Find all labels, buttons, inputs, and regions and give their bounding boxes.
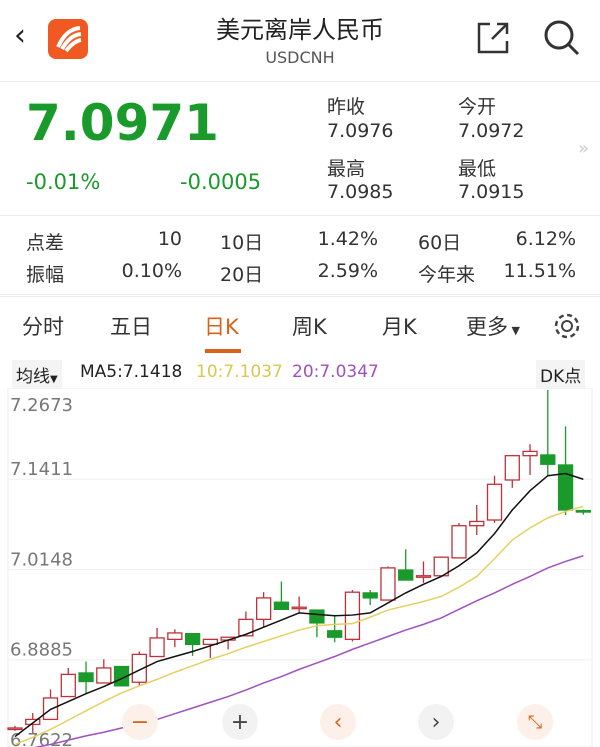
divider bbox=[0, 294, 600, 295]
ma-selector[interactable]: 均线▼ bbox=[12, 360, 62, 389]
candle-body bbox=[25, 718, 41, 726]
candle-body bbox=[149, 637, 165, 658]
candle-body bbox=[327, 630, 343, 638]
zoom-out-button[interactable]: − bbox=[122, 704, 158, 740]
chevron-right-icon: › bbox=[431, 709, 441, 735]
candle-body bbox=[78, 672, 94, 683]
candle-body bbox=[504, 455, 520, 481]
scroll-right-button[interactable]: › bbox=[418, 704, 454, 740]
candle-body bbox=[131, 653, 147, 683]
share-icon[interactable] bbox=[476, 20, 512, 56]
dropdown-icon: ▼ bbox=[508, 324, 520, 337]
ma10-value: 10:7.1037 bbox=[196, 362, 283, 382]
candle-body bbox=[309, 609, 325, 624]
candle-body bbox=[380, 567, 396, 601]
stat-value: 6.12% bbox=[515, 228, 576, 250]
open-value: 7.0972 bbox=[458, 120, 525, 142]
candle-body bbox=[96, 667, 112, 684]
high-label: 最高 bbox=[327, 158, 366, 180]
stat-label: 20日 bbox=[220, 264, 264, 286]
divider bbox=[0, 215, 600, 216]
tab-more-label: 更多 bbox=[466, 315, 508, 339]
candle-body bbox=[7, 727, 23, 731]
tab-daily-k[interactable]: 日K bbox=[204, 315, 239, 339]
symbol-code: USDCNH bbox=[265, 48, 335, 67]
gear-icon[interactable] bbox=[552, 311, 582, 341]
open-label: 今开 bbox=[458, 96, 497, 118]
stat-value: 11.51% bbox=[503, 260, 576, 282]
plus-icon: + bbox=[230, 709, 250, 735]
y-tick-label: 7.0148 bbox=[10, 549, 73, 570]
stat-value: 0.10% bbox=[121, 260, 182, 282]
candle-body bbox=[291, 606, 307, 610]
change-value: -0.0005 bbox=[180, 170, 262, 194]
candle-body bbox=[362, 592, 378, 599]
page-title: 美元离岸人民币 bbox=[216, 16, 384, 44]
prev-close-label: 昨收 bbox=[327, 96, 366, 118]
candle-body bbox=[540, 454, 556, 465]
low-value: 7.0915 bbox=[458, 181, 525, 203]
chart-frame bbox=[7, 388, 593, 747]
current-price: 7.0971 bbox=[26, 94, 219, 152]
stat-label: 今年来 bbox=[418, 264, 476, 286]
stat-label: 点差 bbox=[26, 232, 65, 254]
high-value: 7.0985 bbox=[327, 181, 394, 203]
ma20-line bbox=[33, 555, 584, 747]
candle-body bbox=[60, 673, 76, 698]
tab-monthly-k[interactable]: 月K bbox=[382, 315, 417, 339]
chevron-left-icon: ‹ bbox=[333, 709, 343, 735]
candle-body bbox=[398, 569, 414, 581]
stat-value: 2.59% bbox=[317, 260, 378, 282]
y-tick-label: 7.2673 bbox=[10, 395, 73, 416]
low-label: 最低 bbox=[458, 158, 497, 180]
stat-label: 振幅 bbox=[26, 264, 65, 286]
zoom-in-button[interactable]: + bbox=[222, 704, 258, 740]
active-tab-indicator bbox=[205, 349, 241, 353]
candle-body bbox=[255, 597, 272, 621]
stat-label: 10日 bbox=[220, 232, 264, 254]
ma5-value: MA5:7.1418 bbox=[80, 362, 183, 382]
stat-value: 1.42% bbox=[317, 228, 378, 250]
tab-weekly-k[interactable]: 周K bbox=[292, 315, 327, 339]
tab-intraday[interactable]: 分时 bbox=[22, 315, 64, 339]
y-tick-label: 7.1411 bbox=[10, 459, 73, 480]
candle-body bbox=[202, 638, 219, 646]
app-logo bbox=[48, 19, 88, 59]
header: ‹ 美元离岸人民币 USDCNH bbox=[0, 0, 600, 82]
ma-selector-label: 均线 bbox=[16, 367, 50, 387]
candle-body bbox=[184, 632, 201, 646]
back-icon[interactable]: ‹ bbox=[14, 18, 26, 53]
candle-body bbox=[486, 483, 503, 521]
candle-body bbox=[557, 464, 574, 511]
dropdown-icon: ▼ bbox=[50, 374, 58, 385]
y-tick-label: 6.8885 bbox=[10, 640, 73, 661]
ma-legend: 均线▼ MA5:7.1418 10:7.1037 20:7.0347 DK点 bbox=[0, 358, 600, 389]
prev-close-value: 7.0976 bbox=[327, 120, 394, 142]
candle-body bbox=[522, 450, 538, 457]
ma10-line bbox=[14, 505, 584, 746]
tab-more[interactable]: 更多 ▼ bbox=[466, 311, 520, 341]
more-arrow-icon[interactable]: » bbox=[578, 138, 590, 159]
stat-value: 10 bbox=[157, 228, 182, 250]
expand-icon: ⤡ bbox=[527, 711, 543, 733]
candle-body bbox=[415, 575, 432, 578]
candle-body bbox=[469, 520, 485, 527]
change-percent: -0.01% bbox=[26, 170, 101, 194]
tab-five-day[interactable]: 五日 bbox=[110, 315, 152, 339]
stat-label: 60日 bbox=[418, 232, 462, 254]
candle-body bbox=[238, 618, 254, 637]
dk-point-button[interactable]: DK点 bbox=[536, 360, 586, 389]
minus-icon: − bbox=[130, 709, 150, 735]
scroll-left-button[interactable]: ‹ bbox=[320, 704, 356, 740]
candle-body bbox=[273, 601, 290, 610]
search-icon[interactable] bbox=[542, 18, 582, 58]
candle-body bbox=[575, 509, 591, 513]
ma20-value: 20:7.0347 bbox=[292, 362, 379, 382]
fullscreen-button[interactable]: ⤡ bbox=[517, 704, 553, 740]
period-tabs: 分时 五日 日K 周K 月K 更多 ▼ bbox=[0, 296, 600, 354]
candle-body bbox=[451, 525, 467, 559]
candle-body bbox=[167, 632, 183, 641]
ma5-line bbox=[14, 472, 584, 738]
